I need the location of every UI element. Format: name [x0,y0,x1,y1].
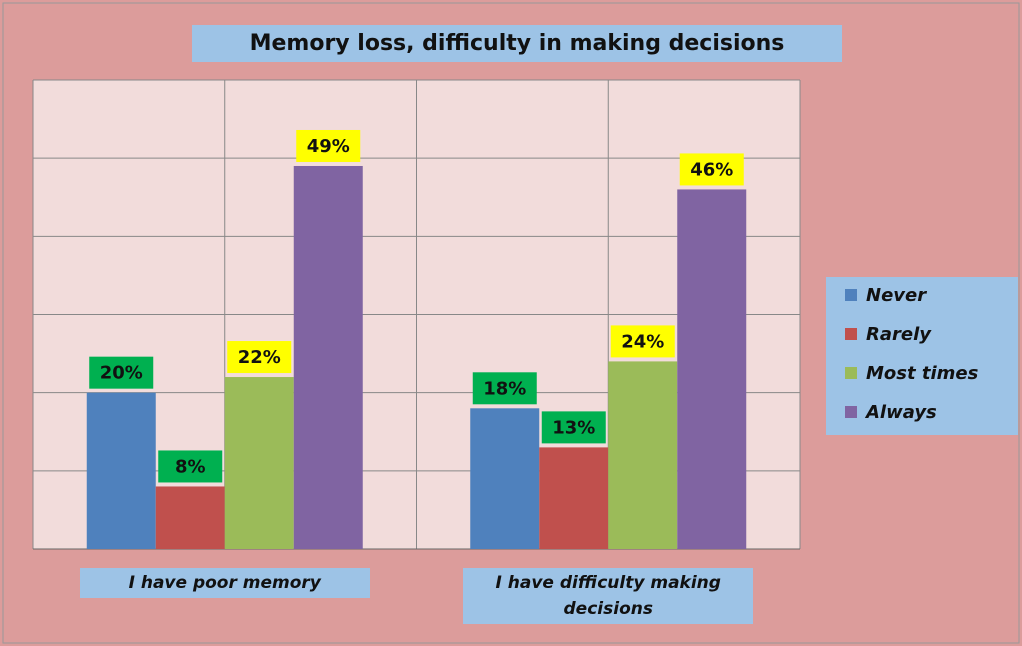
value-label: 20% [100,363,143,384]
legend-swatch [845,406,857,418]
legend-label: Always [864,402,937,423]
legend-label: Never [866,285,927,306]
x-tick-label: I have difficulty making decisions [463,568,754,624]
value-label: 24% [621,331,664,352]
legend-swatch [845,367,857,379]
value-label: 22% [238,347,281,368]
legend-swatch [845,289,857,301]
bar [539,447,609,549]
value-label: 18% [483,378,526,399]
legend-box [826,277,1018,435]
legend-label: Most times [866,363,979,384]
value-label: 13% [552,417,595,438]
bar [224,377,294,549]
bar [677,189,747,549]
value-label-box [89,356,154,389]
value-label-box [541,411,606,444]
value-label-box [679,153,744,186]
bar [470,408,540,549]
title-box [192,25,842,62]
legend-label: Rarely [866,324,932,345]
bar [86,392,156,549]
value-label-box [296,129,361,162]
chart-title: Memory loss, difficulty in making decisi… [250,31,785,56]
value-label: 46% [690,159,733,180]
value-label-box [158,450,223,483]
value-label-box [610,325,675,358]
legend-swatch [845,328,857,340]
x-tick-label: I have poor memory [79,568,370,598]
bar [293,165,363,549]
value-label-box [227,341,292,374]
value-label: 49% [307,136,350,157]
value-label-box [472,372,537,405]
bar [608,361,678,549]
value-label: 8% [175,456,206,477]
bar [155,486,225,549]
